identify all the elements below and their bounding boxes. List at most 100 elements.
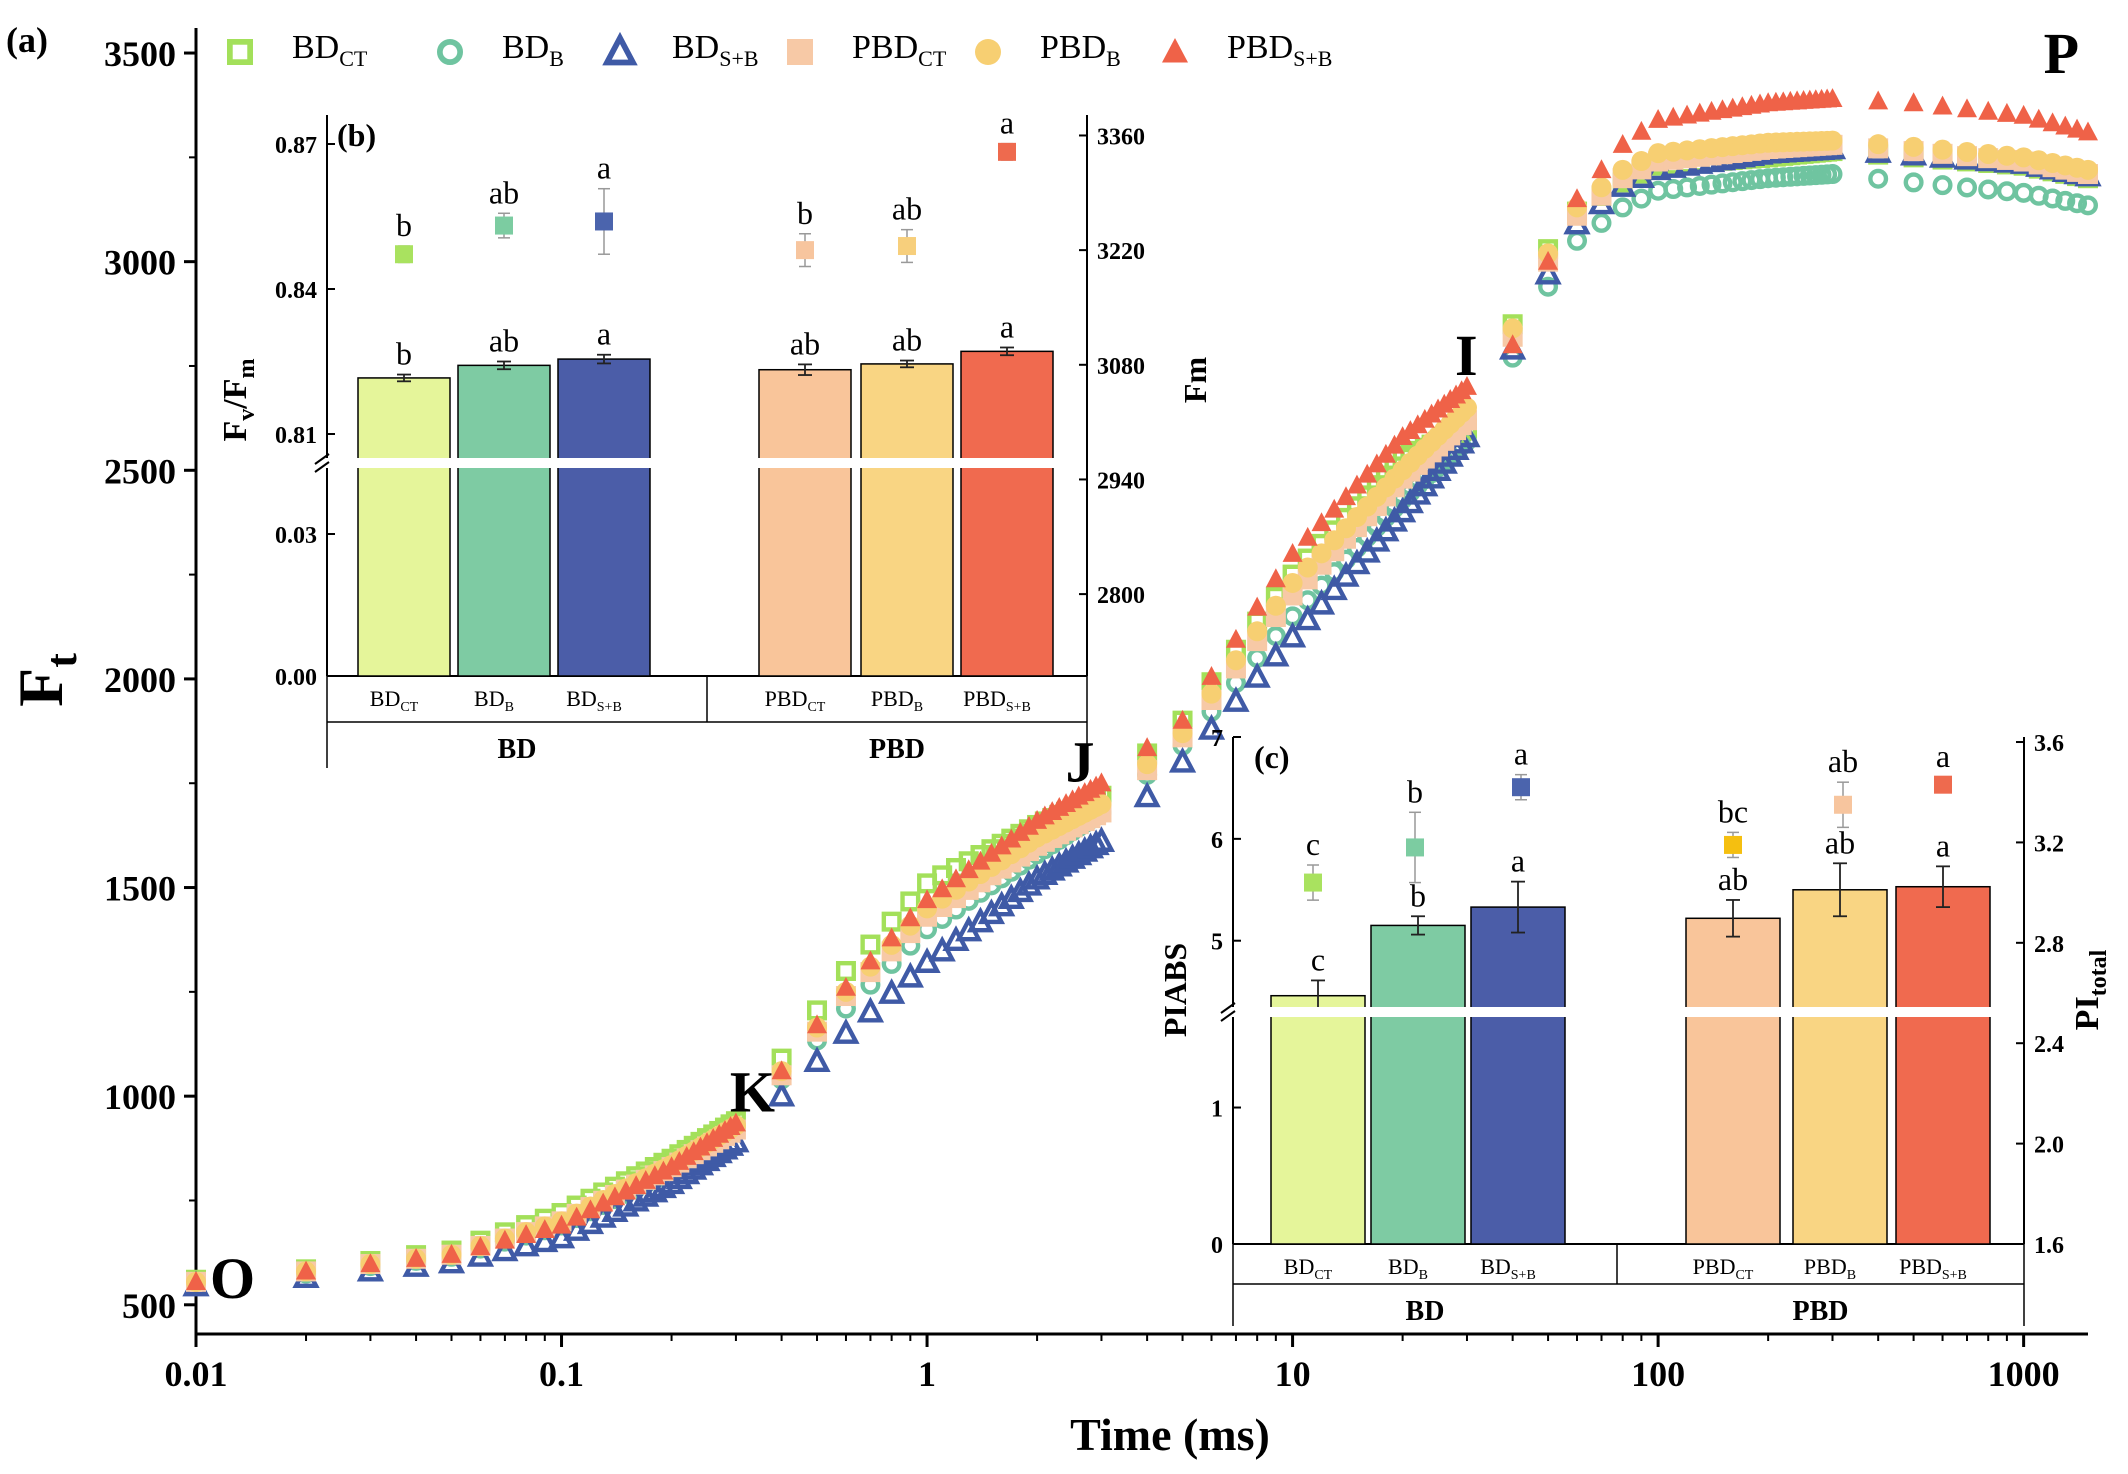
inset-c-category-label-main: BD [1480, 1254, 1511, 1279]
legend-label-BDCT: BDCT [292, 29, 368, 71]
point-BDSB [1262, 640, 1290, 667]
point-PBDB [2078, 159, 2098, 180]
point-BDB [1567, 230, 1588, 251]
inset-c-category-label-main: BD [1388, 1254, 1419, 1279]
point-PBDSB [534, 1219, 555, 1239]
point-BDB [2042, 188, 2063, 209]
main-y-tick-label: 1000 [104, 1077, 176, 1117]
legend-label-BDSB: BDS+B [672, 29, 759, 71]
point-PBDSB [360, 1253, 381, 1273]
inset-c-square-letter: b [1407, 773, 1423, 809]
point-PBDB [1996, 145, 2017, 166]
point-PBDSB [1001, 828, 1022, 848]
legend-label-PBDB: PBDB [1040, 29, 1121, 71]
inset-c-category-label: PBDS+B [1899, 1254, 1967, 1283]
inset-b-category-label-main: PBD [871, 686, 914, 711]
inset-c-right-tick-label: 2.0 [2034, 1133, 2064, 1159]
legend-label-BDB-main: BD [502, 29, 549, 66]
legend-label-BDB-sub: B [549, 46, 564, 71]
legend-marker-BDB [436, 39, 463, 66]
inset-c-bar-letter: ab [1825, 824, 1855, 860]
inset-c-square-marker [1304, 873, 1322, 892]
legend-label-BDCT-main: BD [292, 29, 339, 66]
point-PBDSB [1010, 822, 1031, 841]
inset-c-axis-break-mark [1220, 1002, 1236, 1014]
point-BDB [1538, 276, 1559, 297]
inset-b-left-tick-label: 0.87 [275, 133, 317, 159]
phase-label-J: J [1065, 730, 1094, 795]
inset-b-axis-break-mark [314, 453, 330, 465]
point-BDSB [997, 883, 1025, 910]
point-PBDSB [917, 889, 938, 909]
inset-b-category-label-main: BD [370, 686, 401, 711]
point-PBDSB [1663, 106, 1684, 126]
inset-b-category-label: PBDCT [765, 686, 826, 715]
inset-b-square-letter: a [597, 150, 611, 186]
point-BDSB [877, 978, 906, 1004]
inset-c-category-label: PBDB [1804, 1254, 1856, 1283]
inset-b-left-tick-label: 0.84 [275, 278, 317, 304]
inset-b-left-y-label-text: Fv/Fm [217, 359, 260, 442]
point-PBDSB [1265, 568, 1286, 588]
point-BDB [1957, 177, 1978, 198]
point-PBDSB [991, 835, 1012, 855]
point-PBDSB [1996, 102, 2017, 122]
legend-marker-PBDB [975, 39, 1001, 65]
series-PBDSB [186, 88, 2098, 1290]
point-BDSB [512, 1230, 540, 1257]
legend-label-BDB: BDB [502, 29, 564, 71]
main-y-tick-label: 2500 [104, 451, 176, 491]
point-BDB [1978, 179, 1999, 200]
inset-c-category-label-sub: B [1847, 1268, 1856, 1283]
inset-c-bar-letter: ab [1718, 861, 1748, 897]
point-PBDSB [2078, 121, 2098, 141]
inset-b-bar-letter: ab [790, 325, 820, 361]
legend: BDCT BDB BDS+B PBDCT PBDB PBDS+B [227, 29, 1332, 71]
point-PBDSB [1538, 250, 1559, 270]
inset-b-right-y-label: Fm [1177, 357, 1213, 404]
point-PBDSB [2042, 112, 2063, 132]
inset-b-bar-letter: b [396, 336, 412, 372]
point-PBDSB [1346, 474, 1367, 494]
point-BDB [1822, 164, 1843, 185]
inset-c-right-y-label-text-sub: total [2086, 949, 2112, 996]
inset-b-square-marker [495, 216, 513, 235]
main-data-points [182, 88, 2102, 1297]
legend-label-BDSB-main: BD [672, 29, 719, 66]
inset-b-right-tick-label: 2940 [1097, 468, 1145, 494]
point-PBDSB [1957, 98, 1978, 118]
point-PBDSB [1903, 92, 1924, 112]
inset-c-category-label-main: PBD [1693, 1254, 1736, 1279]
inset-b-square-marker [998, 142, 1016, 161]
inset-c-group-label: PBD [1793, 1296, 1849, 1327]
point-BDSB [632, 1181, 660, 1207]
main-y-tick-label: 3500 [104, 34, 176, 74]
point-PBDB [1265, 595, 1286, 616]
inset-b-bar [758, 368, 852, 677]
point-PBDSB [958, 859, 979, 879]
inset-b-square-marker [595, 212, 613, 231]
inset-c-left-tick-label: 1 [1211, 1097, 1223, 1123]
legend-label-BDCT-sub: CT [339, 46, 368, 71]
point-PBDB [1091, 794, 1112, 815]
legend-label-PBDCT: PBDCT [852, 29, 947, 71]
point-BDSB [1307, 588, 1336, 615]
point-BDSB [531, 1226, 559, 1253]
legend-label-PBDB-main: PBD [1040, 29, 1106, 66]
point-BDSB [1133, 781, 1161, 808]
point-BDSB [1332, 560, 1360, 587]
inset-b-left-tick-label: 0.00 [275, 665, 317, 691]
point-PBDSB [1225, 628, 1246, 648]
point-PBDB [1225, 650, 1246, 671]
point-PBDB [2013, 147, 2034, 168]
point-BDSB [1343, 548, 1371, 575]
inset-b-right-tick-label: 3360 [1097, 124, 1145, 150]
inset-b-bar [557, 358, 651, 677]
point-PBDSB [516, 1224, 537, 1244]
point-PBDB [1978, 143, 1999, 164]
legend-label-PBDSB-main: PBD [1227, 29, 1293, 66]
inset-b-square-marker [395, 245, 413, 264]
point-PBDB [1868, 134, 1889, 155]
inset-b-category-label: PBDS+B [963, 686, 1031, 715]
